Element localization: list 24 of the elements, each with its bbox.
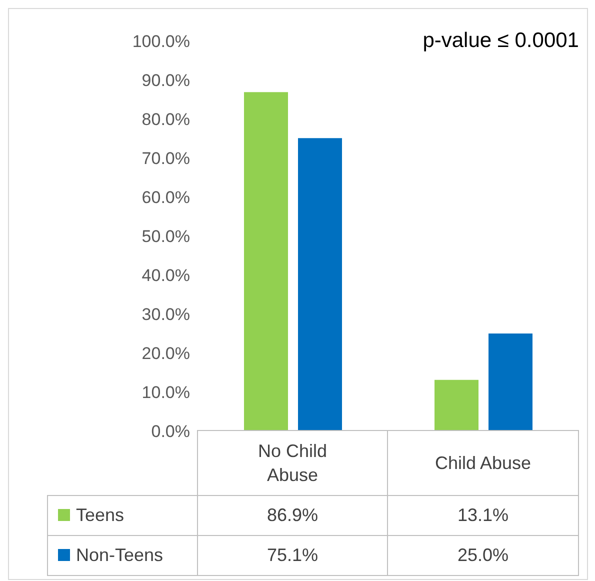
y-tick-label: 0.0% (151, 422, 190, 442)
data-label: 75.1% (198, 536, 388, 576)
y-tick-label: 10.0% (142, 383, 190, 402)
annotation: p-value ≤ 0.0001 (422, 29, 579, 53)
bar (244, 92, 288, 431)
data-label: 13.1% (388, 496, 578, 536)
data-label: 86.9% (198, 496, 388, 536)
bar (434, 380, 478, 431)
legend-label: Non-Teens (48, 536, 198, 576)
y-tick-label: 70.0% (142, 149, 190, 168)
bar (298, 138, 342, 431)
bar (488, 334, 532, 431)
legend-label: Teens (48, 496, 198, 536)
y-tick-label: 40.0% (142, 266, 190, 286)
data-label: 25.0% (388, 536, 578, 576)
y-tick-label: 100.0% (132, 32, 190, 52)
x-tick-label: Child Abuse (434, 452, 532, 475)
y-tick-label: 20.0% (142, 344, 190, 364)
x-tick-label: No Child Abuse (256, 440, 328, 487)
y-tick-label: 60.0% (142, 188, 190, 208)
y-tick-label: 30.0% (142, 305, 190, 324)
y-tick-label: 50.0% (142, 227, 190, 246)
y-tick-label: 80.0% (142, 110, 190, 130)
y-tick-label: 90.0% (142, 71, 190, 90)
